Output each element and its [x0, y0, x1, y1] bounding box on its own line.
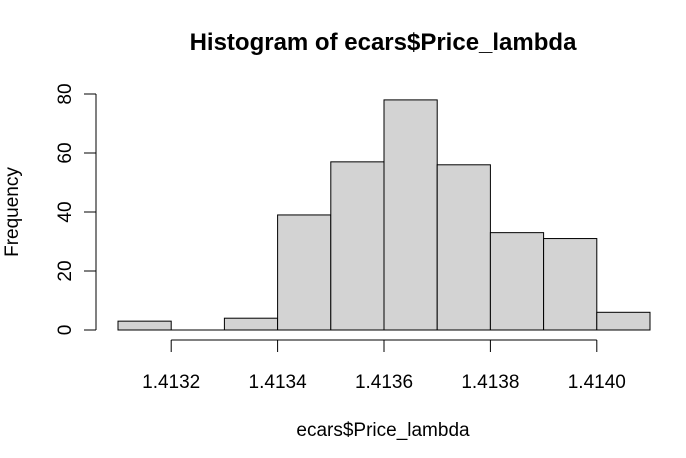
histogram-bar — [330, 161, 385, 331]
histogram-bar — [117, 320, 172, 331]
histogram-bar — [277, 214, 332, 331]
x-axis: 1.4132 1.4134 1.4136 1.4138 1.4140 — [142, 339, 626, 393]
y-axis: 0 20 40 60 80 — [55, 83, 97, 336]
histogram-bar — [383, 99, 438, 331]
histogram-bar — [489, 232, 545, 331]
y-tick-label: 20 — [55, 260, 76, 281]
histogram-bar — [223, 317, 279, 331]
y-tick-label: 60 — [55, 142, 76, 163]
x-tick-label: 1.4136 — [355, 372, 413, 393]
bars-group — [117, 99, 651, 331]
chart-title: Histogram of ecars$Price_lambda — [190, 29, 577, 56]
x-tick-label: 1.4140 — [568, 372, 626, 393]
y-tick-label: 0 — [55, 325, 76, 336]
y-tick-label: 40 — [55, 201, 76, 222]
x-axis-label: ecars$Price_lambda — [296, 420, 470, 441]
x-tick-label: 1.4132 — [142, 372, 200, 393]
histogram-bar — [543, 238, 598, 331]
y-tick-label: 80 — [55, 83, 76, 104]
y-axis-label: Frequency — [2, 167, 23, 257]
histogram-bar — [596, 311, 651, 331]
histogram-bar — [436, 164, 491, 331]
x-tick-label: 1.4138 — [461, 372, 519, 393]
x-tick-label: 1.4134 — [249, 372, 308, 393]
